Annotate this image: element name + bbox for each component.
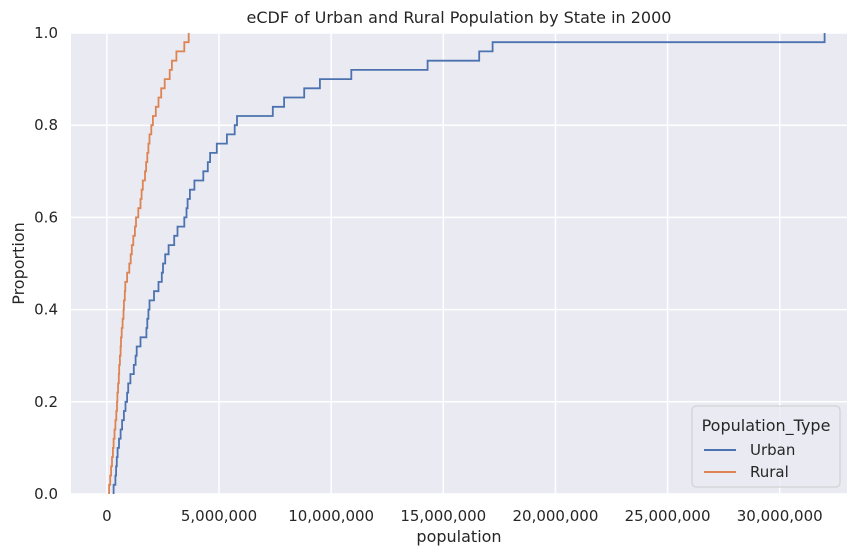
y-axis-label: Proportion (9, 222, 28, 305)
y-tick-label: 0.0 (34, 485, 58, 503)
x-tick-label: 15,000,000 (400, 507, 486, 525)
series-line-rural (108, 33, 190, 494)
legend-box (691, 405, 841, 488)
grid-lines (71, 32, 847, 495)
x-axis-ticks: 0 5,000,000 10,000,000 15,000,000 20,000,000… (102, 507, 823, 525)
series-line-urban (112, 33, 826, 494)
y-tick-label: 0.4 (34, 301, 58, 319)
y-tick-label: 0.6 (34, 208, 58, 226)
y-tick-label: 0.2 (34, 393, 58, 411)
x-axis-label: population (416, 527, 501, 546)
y-tick-label: 1.0 (34, 24, 58, 42)
x-tick-label: 10,000,000 (288, 507, 374, 525)
x-tick-label: 30,000,000 (737, 507, 823, 525)
y-axis-ticks: 0.0 0.2 0.4 0.6 0.8 1.0 (34, 24, 58, 503)
legend-label-rural: Rural (750, 463, 789, 481)
y-tick-label: 0.8 (34, 116, 58, 134)
chart-title: eCDF of Urban and Rural Population by St… (247, 8, 672, 27)
x-tick-label: 20,000,000 (512, 507, 598, 525)
series-layer (108, 33, 826, 494)
x-tick-label: 25,000,000 (625, 507, 711, 525)
x-tick-label: 5,000,000 (181, 507, 257, 525)
legend-title: Population_Type (702, 416, 831, 436)
legend: Population_Type Urban Rural (691, 405, 841, 488)
legend-label-urban: Urban (750, 441, 795, 459)
x-tick-label: 0 (102, 507, 112, 525)
